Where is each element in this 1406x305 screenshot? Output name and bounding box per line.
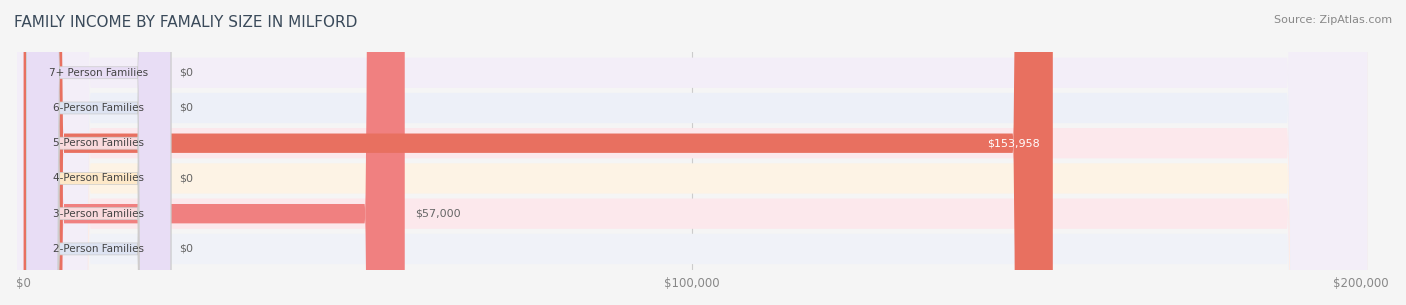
FancyBboxPatch shape bbox=[27, 0, 170, 305]
FancyBboxPatch shape bbox=[27, 0, 170, 305]
Text: $0: $0 bbox=[179, 103, 193, 113]
Text: Source: ZipAtlas.com: Source: ZipAtlas.com bbox=[1274, 15, 1392, 25]
Text: FAMILY INCOME BY FAMALIY SIZE IN MILFORD: FAMILY INCOME BY FAMALIY SIZE IN MILFORD bbox=[14, 15, 357, 30]
FancyBboxPatch shape bbox=[10, 0, 1367, 305]
Text: 5-Person Families: 5-Person Families bbox=[53, 138, 143, 148]
Text: $0: $0 bbox=[179, 244, 193, 254]
FancyBboxPatch shape bbox=[10, 0, 1367, 305]
Text: 6-Person Families: 6-Person Families bbox=[53, 103, 143, 113]
FancyBboxPatch shape bbox=[27, 0, 170, 305]
FancyBboxPatch shape bbox=[24, 0, 1053, 305]
Text: 4-Person Families: 4-Person Families bbox=[53, 174, 143, 183]
Text: $57,000: $57,000 bbox=[415, 209, 461, 219]
Text: 2-Person Families: 2-Person Families bbox=[53, 244, 143, 254]
FancyBboxPatch shape bbox=[10, 0, 1367, 305]
Text: 3-Person Families: 3-Person Families bbox=[53, 209, 143, 219]
FancyBboxPatch shape bbox=[10, 0, 1367, 305]
FancyBboxPatch shape bbox=[10, 0, 1367, 305]
Text: $0: $0 bbox=[179, 68, 193, 78]
FancyBboxPatch shape bbox=[27, 0, 170, 305]
FancyBboxPatch shape bbox=[24, 0, 405, 305]
FancyBboxPatch shape bbox=[27, 0, 170, 305]
Text: 7+ Person Families: 7+ Person Families bbox=[49, 68, 148, 78]
FancyBboxPatch shape bbox=[27, 0, 170, 305]
Text: $153,958: $153,958 bbox=[987, 138, 1039, 148]
FancyBboxPatch shape bbox=[10, 0, 1367, 305]
Text: $0: $0 bbox=[179, 174, 193, 183]
